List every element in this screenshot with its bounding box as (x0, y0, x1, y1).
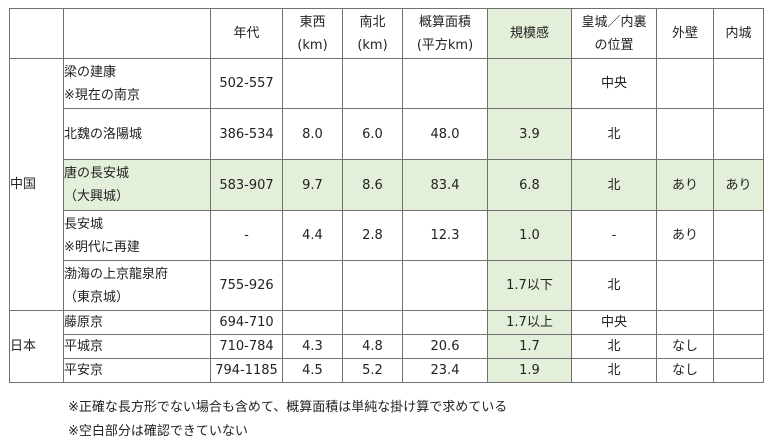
inner-wall-cell (713, 334, 764, 359)
era-cell: 386-534 (210, 108, 283, 160)
city-name: 唐の長安城 （大興城） (63, 159, 211, 211)
palace-cell: 北 (571, 108, 657, 160)
table-row: 平安京 794-1185 4.5 5.2 23.4 1.9 北 なし (10, 358, 764, 383)
inner-wall-cell (713, 260, 764, 311)
header-row: 年代 東西 (km) 南北 (km) 概算面積 (平方km) 規模感 皇城／内裏 の位置… (9, 8, 764, 59)
scale-cell: 1.9 (487, 358, 572, 383)
ns-cell: 6.0 (342, 108, 403, 160)
scale-cell: 6.8 (487, 159, 572, 211)
table-row-highlighted: 唐の長安城 （大興城） 583-907 9.7 8.6 83.4 6.8 北 あり… (10, 159, 764, 211)
inner-wall-cell (713, 58, 764, 109)
header-blank (63, 8, 211, 59)
ew-cell (282, 310, 343, 335)
footnotes: ※正確な長方形でない場合も含めて、概算面積は単純な掛け算で求めている ※空白部分… (68, 396, 507, 444)
inner-wall-cell (713, 358, 764, 383)
ew-cell (282, 58, 343, 109)
scale-cell: 3.9 (487, 108, 572, 160)
footnote-blank-cells: ※空白部分は確認できていない (68, 424, 248, 439)
city-name: 北魏の洛陽城 (63, 108, 211, 160)
header-ns: 南北 (km) (342, 8, 403, 59)
ns-cell (342, 310, 403, 335)
area-cell (402, 58, 488, 109)
header-outer-wall: 外壁 (656, 8, 714, 59)
header-scale: 規模感 (487, 8, 572, 59)
palace-cell: 北 (571, 334, 657, 359)
table-row: 北魏の洛陽城 386-534 8.0 6.0 48.0 3.9 北 (10, 108, 764, 160)
ew-cell: 8.0 (282, 108, 343, 160)
table-row: 平城京 710-784 4.3 4.8 20.6 1.7 北 なし (10, 334, 764, 359)
outer-wall-cell (656, 310, 714, 335)
scale-cell: 1.7以上 (487, 310, 572, 335)
area-cell: 48.0 (402, 108, 488, 160)
outer-wall-cell: なし (656, 334, 714, 359)
scale-cell (487, 58, 572, 109)
palace-cell: 北 (571, 260, 657, 311)
outer-wall-cell (656, 260, 714, 311)
city-name: 藤原京 (63, 310, 211, 335)
area-cell: 23.4 (402, 358, 488, 383)
area-cell: 12.3 (402, 210, 488, 261)
table-row: 中国 梁の建康 ※現在の南京 502-557 中央 (9, 58, 764, 311)
header-ew: 東西 (km) (282, 8, 343, 59)
area-cell: 83.4 (402, 159, 488, 211)
ew-cell (282, 260, 343, 311)
palace-cell: 北 (571, 159, 657, 211)
city-name: 渤海の上京龍泉府 （東京城） (63, 260, 211, 311)
era-cell: 794-1185 (210, 358, 283, 383)
outer-wall-cell: なし (656, 358, 714, 383)
outer-wall-cell: あり (656, 159, 714, 211)
era-cell: - (210, 210, 283, 261)
header-era: 年代 (210, 8, 283, 59)
palace-cell: 中央 (571, 310, 657, 335)
outer-wall-cell (656, 58, 714, 109)
outer-wall-cell (656, 108, 714, 160)
region-japan: 日本 (9, 310, 64, 383)
palace-cell: - (571, 210, 657, 261)
header-blank (9, 8, 64, 59)
era-cell: 694-710 (210, 310, 283, 335)
area-cell (402, 310, 488, 335)
ns-cell: 2.8 (342, 210, 403, 261)
ns-cell (342, 58, 403, 109)
table-row: 日本 藤原京 694-710 1.7以上 中央 (9, 310, 764, 383)
era-cell: 710-784 (210, 334, 283, 359)
city-name: 平城京 (63, 334, 211, 359)
palace-cell: 北 (571, 358, 657, 383)
header-inner-wall: 内城 (713, 8, 764, 59)
era-cell: 502-557 (210, 58, 283, 109)
header-palace: 皇城／内裏 の位置 (571, 8, 657, 59)
inner-wall-cell (713, 210, 764, 261)
scale-cell: 1.0 (487, 210, 572, 261)
area-cell (402, 260, 488, 311)
ns-cell: 8.6 (342, 159, 403, 211)
ew-cell: 4.4 (282, 210, 343, 261)
ns-cell: 4.8 (342, 334, 403, 359)
ns-cell: 5.2 (342, 358, 403, 383)
scale-cell: 1.7 (487, 334, 572, 359)
table-row: 渤海の上京龍泉府 （東京城） 755-926 1.7以下 北 (10, 260, 764, 311)
ew-cell: 4.3 (282, 334, 343, 359)
ew-cell: 4.5 (282, 358, 343, 383)
table-row: 長安城 ※明代に再建 - 4.4 2.8 12.3 1.0 - あり (10, 210, 764, 261)
footnote-area-method: ※正確な長方形でない場合も含めて、概算面積は単純な掛け算で求めている (68, 400, 508, 415)
header-area: 概算面積 (平方km) (402, 8, 488, 59)
era-cell: 583-907 (210, 159, 283, 211)
inner-wall-cell (713, 108, 764, 160)
era-cell: 755-926 (210, 260, 283, 311)
comparison-table: 年代 東西 (km) 南北 (km) 概算面積 (平方km) 規模感 皇城／内裏 の位置… (9, 8, 764, 383)
region-china: 中国 (9, 58, 64, 311)
city-name: 梁の建康 ※現在の南京 (63, 58, 211, 109)
area-cell: 20.6 (402, 334, 488, 359)
city-name: 平安京 (63, 358, 211, 383)
ns-cell (342, 260, 403, 311)
city-name: 長安城 ※明代に再建 (63, 210, 211, 261)
palace-cell: 中央 (571, 58, 657, 109)
ew-cell: 9.7 (282, 159, 343, 211)
inner-wall-cell (713, 310, 764, 335)
scale-cell: 1.7以下 (487, 260, 572, 311)
outer-wall-cell: あり (656, 210, 714, 261)
inner-wall-cell: あり (713, 159, 764, 211)
